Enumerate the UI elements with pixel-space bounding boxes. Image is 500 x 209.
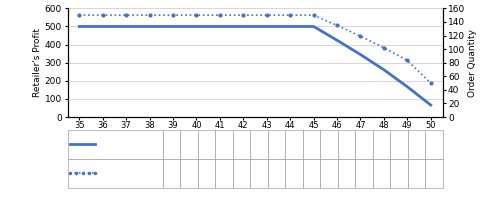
Text: 500: 500 (216, 140, 231, 149)
Text: 83.3: 83.3 (408, 169, 424, 178)
Retailer’s Profit (334, 39, 340, 42)
Order Quantity (123, 14, 129, 17)
Text: 500: 500 (252, 140, 266, 149)
Y-axis label: Retailer's Profit: Retailer's Profit (33, 28, 42, 97)
Line: Order Quantity: Order Quantity (76, 12, 434, 86)
Retailer’s Profit (358, 53, 364, 56)
Retailer’s Profit (100, 25, 105, 28)
Text: 167: 167 (409, 140, 424, 149)
Text: 119: 119 (374, 169, 388, 178)
Retailer’s Profit (146, 25, 152, 28)
Order Quantity (334, 24, 340, 27)
Text: 500: 500 (182, 140, 196, 149)
Text: 50: 50 (429, 169, 438, 178)
Order Quantity (76, 14, 82, 17)
Text: 150: 150 (286, 169, 301, 178)
Line: Retailer’s Profit: Retailer’s Profit (79, 27, 431, 105)
Retailer’s Profit (240, 25, 246, 28)
Text: 150: 150 (269, 169, 283, 178)
Text: 500: 500 (269, 140, 283, 149)
Retailer’s Profit (287, 25, 293, 28)
Text: 150: 150 (182, 169, 196, 178)
Text: Order Quantity: Order Quantity (98, 169, 160, 178)
Text: 500: 500 (322, 140, 336, 149)
Retailer’s Profit (123, 25, 129, 28)
Order Quantity (194, 14, 200, 17)
Retailer’s Profit (76, 25, 82, 28)
Order Quantity (146, 14, 152, 17)
Text: 66: 66 (429, 140, 438, 149)
Order Quantity (100, 14, 105, 17)
Order Quantity (358, 35, 364, 37)
Text: 150: 150 (234, 169, 248, 178)
Retailer’s Profit (264, 25, 270, 28)
Order Quantity (404, 59, 410, 62)
Retailer’s Profit (381, 69, 387, 71)
X-axis label: e1: e1 (248, 133, 262, 143)
Order Quantity (310, 14, 316, 17)
Retailer’s Profit (217, 25, 223, 28)
Text: 345: 345 (374, 140, 388, 149)
Retailer’s Profit (404, 85, 410, 88)
Text: 150: 150 (199, 169, 214, 178)
Retailer’s Profit (310, 25, 316, 28)
Text: 500: 500 (164, 140, 178, 149)
Text: Retailer’s Profit: Retailer’s Profit (98, 140, 162, 149)
Retailer’s Profit (428, 104, 434, 106)
Text: 102: 102 (392, 169, 406, 178)
Order Quantity (381, 47, 387, 49)
Order Quantity (170, 14, 176, 17)
Text: 150: 150 (252, 169, 266, 178)
Order Quantity (264, 14, 270, 17)
Text: 135: 135 (356, 169, 371, 178)
Y-axis label: Order Quantity: Order Quantity (468, 29, 477, 97)
Text: 500: 500 (339, 140, 353, 149)
Retailer’s Profit (194, 25, 200, 28)
Text: 500: 500 (286, 140, 301, 149)
Order Quantity (428, 82, 434, 84)
Text: 424: 424 (356, 140, 371, 149)
Order Quantity (240, 14, 246, 17)
Text: 261: 261 (392, 140, 406, 149)
Order Quantity (217, 14, 223, 17)
Text: 150: 150 (304, 169, 318, 178)
Text: 150: 150 (339, 169, 353, 178)
Order Quantity (287, 14, 293, 17)
Text: 150: 150 (216, 169, 231, 178)
Text: 500: 500 (304, 140, 318, 149)
Text: 500: 500 (199, 140, 214, 149)
Retailer’s Profit (170, 25, 176, 28)
Text: 500: 500 (234, 140, 248, 149)
Text: 150: 150 (164, 169, 178, 178)
Text: 150: 150 (322, 169, 336, 178)
